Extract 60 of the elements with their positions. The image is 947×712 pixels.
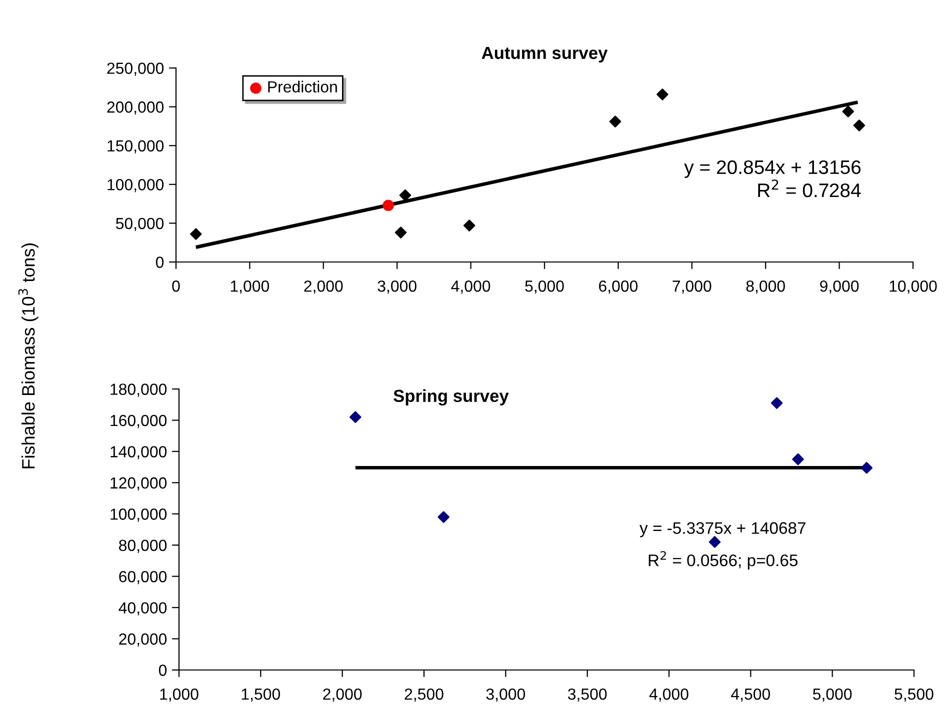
y-tick-label: 40,000 xyxy=(118,602,167,616)
y-tick-label: 20,000 xyxy=(119,633,167,647)
point xyxy=(394,226,407,238)
x-tick-label: 1,000 xyxy=(160,688,198,702)
x-tick-label: 4,000 xyxy=(451,280,490,294)
point xyxy=(770,397,783,409)
x-tick-label: 5,000 xyxy=(812,688,852,702)
x-tick-label: 2,000 xyxy=(323,688,362,702)
y-tick-label: 80,000 xyxy=(119,540,167,553)
x-tick-label: 10,000 xyxy=(890,280,937,294)
y-tick-label: 100,000 xyxy=(108,179,164,192)
annotation: y = -5.3375x + 140687 xyxy=(640,522,806,538)
y-tick-label: 160,000 xyxy=(110,414,167,428)
point xyxy=(708,536,721,548)
x-tick-label: 7,000 xyxy=(672,280,712,294)
annotation: R$^{2}$ = 0.7284 xyxy=(758,179,861,198)
point xyxy=(656,88,668,100)
point xyxy=(609,116,622,128)
x-tick-label: 6,000 xyxy=(599,280,638,294)
x-tick-label: 5,000 xyxy=(525,280,564,294)
y-tick-label: 100,000 xyxy=(110,508,167,522)
x-tick-label: 9,000 xyxy=(820,280,859,294)
y-tick-label: 120,000 xyxy=(110,477,167,490)
y-tick-label: 200,000 xyxy=(107,101,164,115)
y-tick-label: 250,000 xyxy=(107,62,164,76)
x-tick-label: 2,500 xyxy=(404,688,444,702)
y-tick-label: 140,000 xyxy=(110,446,167,460)
y-axis-title: Fishable Biomass (10$^{3}$ tons) xyxy=(18,243,38,468)
x-tick-label: 1,500 xyxy=(242,688,280,702)
point xyxy=(860,462,873,474)
x-tick-label: 3,000 xyxy=(486,688,526,702)
point xyxy=(463,220,476,232)
x-tick-label: 4,500 xyxy=(731,688,770,702)
point xyxy=(399,189,412,202)
x-tick-label: 3,500 xyxy=(568,688,607,702)
point xyxy=(438,511,450,523)
point xyxy=(842,106,854,118)
x-tick-label: 4,000 xyxy=(649,688,688,702)
y-tick-label: 180,000 xyxy=(110,384,167,397)
x-tick-label: 8,000 xyxy=(746,280,785,294)
point xyxy=(350,411,362,423)
y-tick-label: 0 xyxy=(156,256,164,268)
x-tick-label: 3,000 xyxy=(378,280,416,294)
legend-label: Prediction xyxy=(268,80,337,93)
y-tick-label: 150,000 xyxy=(108,140,164,154)
y-tick-label: 50,000 xyxy=(116,218,164,232)
chart-title: Spring survey xyxy=(394,389,509,406)
y-tick-label: 0 xyxy=(158,664,167,676)
annotation: y = 20.854x + 13156 xyxy=(684,160,861,178)
x-tick-label: 0 xyxy=(172,280,180,292)
chart-title: Autumn survey xyxy=(482,46,608,63)
point xyxy=(792,453,804,466)
point xyxy=(853,120,866,132)
point xyxy=(190,228,202,240)
y-tick-label: 60,000 xyxy=(119,570,167,584)
x-tick-label: 1,000 xyxy=(230,280,270,294)
x-tick-label: 2,000 xyxy=(304,280,343,294)
point xyxy=(382,200,394,211)
x-tick-label: 5,500 xyxy=(894,688,934,702)
annotation: R$^{2}$ = 0.0566; p=0.65 xyxy=(648,551,798,570)
